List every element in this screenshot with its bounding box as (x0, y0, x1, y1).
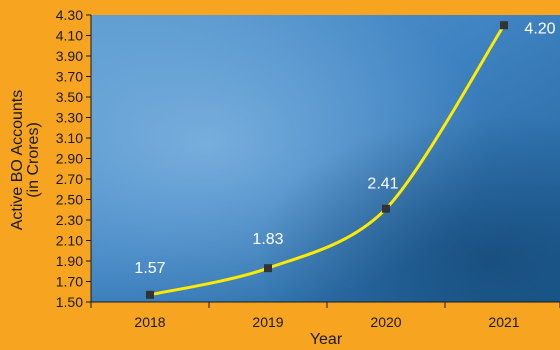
y-tick-label: 3.10 (56, 130, 83, 146)
y-tick-label: 2.50 (56, 192, 83, 208)
y-tick-label: 2.10 (56, 233, 83, 249)
y-tick-label: 3.70 (56, 69, 83, 85)
x-tick-label: 2021 (488, 314, 519, 330)
y-tick-label: 1.50 (56, 294, 83, 310)
series-line (148, 23, 506, 297)
data-point-marker (264, 264, 272, 273)
data-point-marker (500, 21, 508, 30)
y-tick-label: 2.70 (56, 171, 83, 187)
y-axis-title-line-1: Active BO Accounts (9, 90, 26, 231)
x-tick-label: 2018 (134, 314, 165, 330)
y-tick-label: 3.90 (56, 48, 83, 64)
y-tick-label: 3.30 (56, 110, 83, 126)
data-label: 1.83 (252, 231, 283, 248)
y-axis-title-line-2: (in Crores) (25, 122, 42, 198)
x-tick-label: 2019 (252, 314, 283, 330)
data-label: 4.20 (524, 20, 555, 37)
y-tick-label: 3.50 (56, 89, 83, 105)
y-tick-label: 4.30 (56, 7, 83, 23)
y-tick-label: 2.90 (56, 151, 83, 167)
y-tick-label: 1.70 (56, 274, 83, 290)
y-axis-title: Active BO Accounts (in Crores) (9, 90, 42, 231)
y-tick-label: 1.90 (56, 253, 83, 269)
data-point-marker (146, 290, 154, 299)
x-axis-title: Year (310, 331, 343, 348)
x-tick-label: 2020 (370, 314, 401, 330)
data-markers (146, 21, 508, 299)
x-ticks: 2018 2019 2020 2021 (90, 302, 560, 330)
data-labels: 1.57 1.83 2.41 4.20 (134, 20, 555, 277)
y-tick-label: 2.30 (56, 212, 83, 228)
y-ticks: 1.50 1.70 1.90 2.10 2.30 2.50 2.70 2.90 3.10 3.30… (56, 7, 91, 310)
y-tick-label: 4.10 (56, 28, 83, 44)
data-label: 1.57 (134, 260, 165, 277)
data-label: 2.41 (367, 176, 398, 193)
data-point-marker (382, 204, 390, 213)
